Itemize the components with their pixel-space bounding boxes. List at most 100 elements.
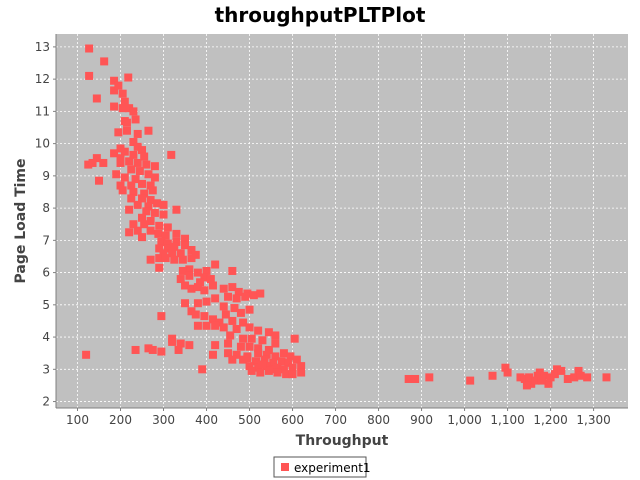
data-point <box>269 358 278 367</box>
data-point <box>161 231 170 240</box>
data-point <box>178 266 187 275</box>
x-tick-label: 600 <box>281 413 304 427</box>
data-point <box>146 181 155 190</box>
data-point <box>546 373 555 382</box>
data-point <box>92 94 101 103</box>
data-point <box>133 158 142 167</box>
data-point <box>228 266 237 275</box>
data-point <box>269 365 278 374</box>
data-point <box>193 321 202 330</box>
data-point <box>161 254 170 263</box>
data-point <box>167 150 176 159</box>
data-point <box>185 341 194 350</box>
data-point <box>258 360 267 369</box>
x-tick-label: 700 <box>324 413 347 427</box>
data-point <box>159 249 168 258</box>
data-point <box>271 352 280 361</box>
data-point <box>522 381 531 390</box>
data-point <box>127 194 136 203</box>
x-tick-label: 1,200 <box>533 413 567 427</box>
data-point <box>404 374 413 383</box>
data-point <box>155 254 164 263</box>
data-point <box>264 345 273 354</box>
data-point <box>129 138 138 147</box>
data-point <box>125 157 134 166</box>
data-point <box>148 186 157 195</box>
data-point <box>92 154 101 163</box>
data-point <box>159 200 168 209</box>
data-point <box>245 342 254 351</box>
x-tick-label: 100 <box>66 413 89 427</box>
data-point <box>232 350 241 359</box>
y-tick-label: 12 <box>35 72 50 86</box>
data-point <box>131 345 140 354</box>
data-point <box>138 146 147 155</box>
data-point <box>125 228 134 237</box>
data-point <box>178 255 187 264</box>
y-tick-label: 5 <box>42 298 50 312</box>
data-point <box>95 176 104 185</box>
data-point <box>193 283 202 292</box>
data-point <box>550 370 559 379</box>
data-point <box>254 344 263 353</box>
data-point <box>198 365 207 374</box>
data-point <box>292 355 301 364</box>
data-point <box>211 321 220 330</box>
data-point <box>232 325 241 334</box>
data-point <box>574 366 583 375</box>
data-point <box>122 118 131 127</box>
y-tick-label: 10 <box>35 137 50 151</box>
data-point <box>144 344 153 353</box>
y-tick-label: 8 <box>42 201 50 215</box>
data-point <box>570 373 579 382</box>
x-tick-label: 900 <box>410 413 433 427</box>
x-tick-label: 200 <box>109 413 132 427</box>
y-tick-label: 7 <box>42 233 50 247</box>
data-point <box>254 326 263 335</box>
data-point <box>125 205 134 214</box>
data-point <box>120 97 129 106</box>
data-point <box>163 223 172 232</box>
y-tick-label: 3 <box>42 362 50 376</box>
x-tick-label: 1,300 <box>576 413 610 427</box>
data-point <box>211 294 220 303</box>
data-point <box>488 371 497 380</box>
data-point <box>247 366 256 375</box>
data-point <box>185 265 194 274</box>
data-point <box>122 126 131 135</box>
data-point <box>206 275 215 284</box>
data-point <box>120 173 129 182</box>
data-point <box>501 363 510 372</box>
data-point <box>284 358 293 367</box>
data-point <box>159 210 168 219</box>
data-point <box>125 104 134 113</box>
data-point <box>264 366 273 375</box>
data-point <box>208 281 217 290</box>
legend-box <box>273 456 367 478</box>
data-point <box>84 160 93 169</box>
data-point <box>187 284 196 293</box>
data-point <box>544 379 553 388</box>
data-point <box>155 244 164 253</box>
data-point <box>85 44 94 53</box>
data-point <box>146 255 155 264</box>
data-point <box>88 158 97 167</box>
data-point <box>140 220 149 229</box>
data-point <box>133 226 142 235</box>
data-point <box>176 275 185 284</box>
x-tick-label: 1,000 <box>447 413 481 427</box>
data-point <box>138 213 147 222</box>
data-point <box>236 342 245 351</box>
data-point <box>211 341 220 350</box>
data-point <box>150 173 159 182</box>
data-point <box>297 368 306 377</box>
data-point <box>144 170 153 179</box>
data-point <box>181 234 190 243</box>
data-point <box>170 255 179 264</box>
data-point <box>239 355 248 364</box>
data-point <box>157 237 166 246</box>
data-point <box>155 263 164 272</box>
data-point <box>118 186 127 195</box>
data-point <box>118 89 127 98</box>
